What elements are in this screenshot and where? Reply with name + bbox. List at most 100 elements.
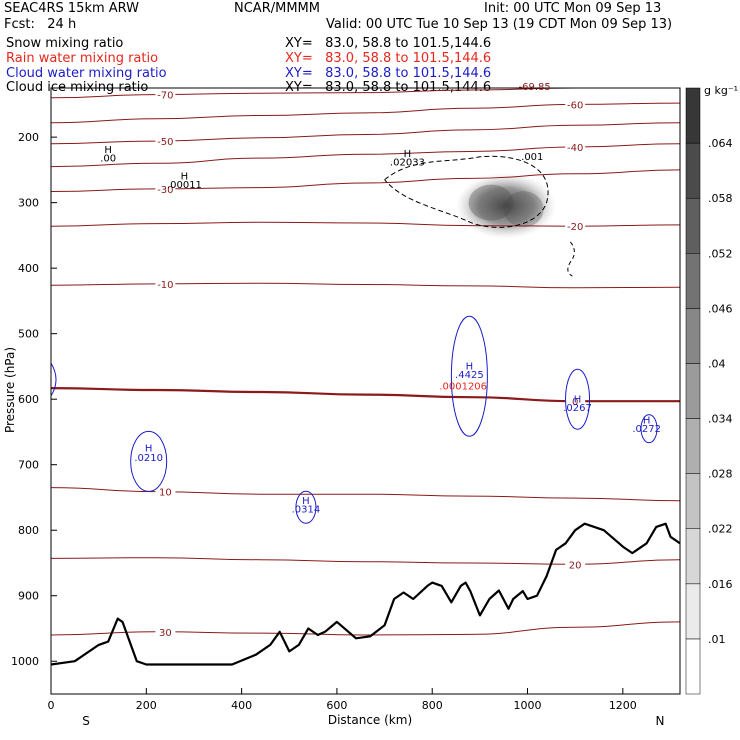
contour-annotation: .0001206 [439,381,487,392]
annotations: H.00H.00011H.02033.001H.4425.0001206H.02… [100,82,661,516]
isotherm-label-bg [565,220,586,232]
axes: 0 200 400 600 800 1000 12002003004005006007008… [11,131,637,712]
colorbar-label: .058 [708,192,733,205]
y-tick-label: 1000 [11,655,39,668]
y-tick-label: 500 [18,328,39,341]
y-tick-label: 200 [18,131,39,144]
isotherm-0 [51,387,680,403]
isotherm-label: 10 [159,488,172,499]
y-tick-label: 600 [18,393,39,406]
model-label: SEAC4RS 15km ARW [4,1,140,16]
isotherm--20 [51,221,680,227]
contour-annotation: H [302,496,310,507]
field-name-snow: Snow mixing ratio [6,36,124,51]
contour-annotation: .0314 [292,505,321,516]
y-tick-label: 400 [18,262,39,275]
y-axis-title: Pressure (hPa) [3,347,17,433]
field-name-rain: Rain water mixing ratio [6,51,159,66]
contour-annotation: .001 [521,152,543,163]
colorbar-segment [685,142,701,199]
colorbar: .01 .016 .022 .028 .034 .04 .046 .052 .058 .064 g … [685,84,738,695]
contour-annotation: -69.85 [519,82,551,93]
isotherm-10 [51,487,680,502]
contour-annotation: .0267 [563,403,592,414]
contour-annotation: .00011 [167,180,202,191]
colorbar-label: .046 [708,302,733,315]
isotherm-label-bg [155,88,176,100]
contour-annotation: H [466,362,474,373]
cloud-water-contour [565,368,591,430]
x-tick-label: 800 [422,699,443,712]
cloud-water-contour [51,362,57,397]
x-tick-label: 0 [48,699,55,712]
cloud-water-contour [640,414,658,444]
colorbar-label: .052 [708,247,733,260]
isotherm--10 [51,282,680,289]
colorbar-segment [685,638,701,695]
isotherm-label-bg [155,277,176,289]
isotherm-label: -40 [567,143,583,154]
snow-contour [567,241,575,277]
colorbar-segment [685,583,701,640]
colorbar-label: .028 [708,468,733,481]
colorbar-segment [685,253,701,309]
isotherm-label: -20 [567,222,583,233]
isotherm-label: -60 [567,100,583,111]
x-tick-label: 400 [231,699,252,712]
cloud-ice-shade [456,173,557,239]
isotherm-label: -70 [157,91,173,102]
contour-annotation: .00 [100,153,116,164]
isotherm-label: -50 [157,137,173,148]
colorbar-segment [685,308,701,364]
plot-frame [50,87,681,695]
isotherm-label: -30 [157,185,173,196]
y-tick-label: 800 [18,524,39,537]
colorbar-label: .01 [708,633,726,646]
isotherm--50 [51,122,680,145]
colorbar-segment [685,87,701,144]
colorbar-segment [685,418,701,474]
contour-annotation: H [404,149,412,160]
field-xy-snow: XY= 83.0, 58.8 to 101.5,144.6 [285,36,492,51]
colorbar-segment [685,528,701,585]
isotherm-label-bg [155,625,176,637]
colorbar-label: .04 [708,357,726,370]
isotherm--30 [51,169,680,192]
isotherm-label-bg [155,182,176,194]
contour-annotation: .0210 [134,453,163,464]
contour-annotation: .0272 [632,424,661,435]
init-time-label: Init: 00 UTC Mon 09 Sep 13 [484,1,662,16]
y-tick-label: 900 [18,590,39,603]
isotherm-20 [51,557,680,565]
contour-annotation: H [145,444,153,455]
right-endpoint-label: N [656,714,665,728]
terrain-line [51,522,680,666]
isotherm-label: 20 [569,560,582,571]
left-endpoint-label: S [82,714,90,728]
forecast-label: Fcst: 24 h [4,17,77,32]
isotherm-label: 0 [572,397,578,408]
isotherm-label-bg [565,98,586,110]
isotherm-label: 30 [159,628,172,639]
snow-contour [384,155,549,228]
contour-annotation: .02033 [390,157,425,168]
colorbar-segment [685,197,701,254]
colorbar-unit: g kg⁻¹ [704,84,738,97]
contour-annotation: H [181,172,189,183]
colorbar-label: .064 [708,137,733,150]
terrain [51,522,680,666]
contour-annotation: H [643,415,651,426]
isotherm--40 [51,143,680,168]
x-tick-label: 600 [326,699,347,712]
center-label: NCAR/MMMM [234,1,320,16]
isotherm-label-bg [565,558,586,570]
contour-annotation: .4425 [455,370,484,381]
colorbar-label: .022 [708,523,733,536]
y-tick-label: 700 [18,459,39,472]
isotherm-label-bg [155,135,176,147]
field-xy-cloud-water: XY= 83.0, 58.8 to 101.5,144.6 [285,66,492,81]
x-tick-label: 1200 [609,699,637,712]
x-axis-title: Distance (km) [328,713,412,727]
isotherm-label-bg [565,395,586,407]
